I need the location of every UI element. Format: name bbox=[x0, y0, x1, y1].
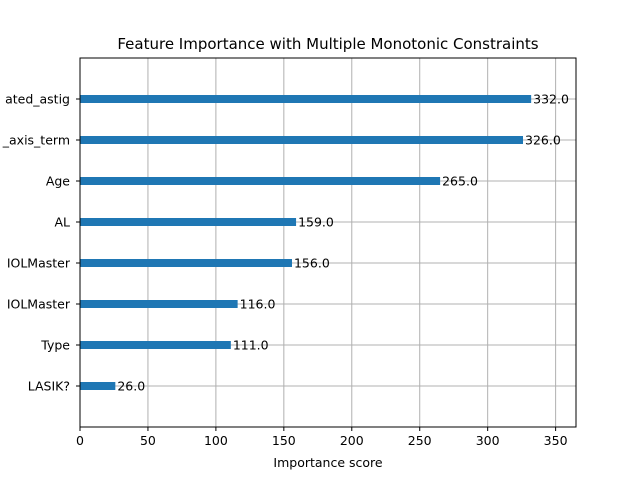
bar bbox=[80, 136, 524, 144]
bar-value-label: 159.0 bbox=[298, 215, 334, 230]
x-tick-label: 250 bbox=[408, 433, 432, 448]
y-tick-label: IOLMaster bbox=[7, 297, 71, 312]
y-tick-label: Age bbox=[46, 174, 70, 189]
y-axis-labels: ated_astig _axis_term Age AL IOLMaster IOLMas… bbox=[2, 92, 80, 394]
x-tick-label: 0 bbox=[76, 433, 84, 448]
bar-value-label: 111.0 bbox=[233, 338, 269, 353]
bar-value-label: 332.0 bbox=[533, 92, 569, 107]
y-tick-label: AL bbox=[54, 215, 70, 230]
y-tick-label: LASIK? bbox=[28, 379, 70, 394]
bar bbox=[80, 218, 297, 226]
bar bbox=[80, 177, 441, 185]
x-tick-label: 300 bbox=[476, 433, 500, 448]
y-tick-label: _axis_term bbox=[2, 133, 70, 148]
x-tick-label: 100 bbox=[204, 433, 228, 448]
bar bbox=[80, 341, 231, 349]
bars bbox=[80, 95, 532, 390]
y-tick-label: IOLMaster bbox=[7, 256, 71, 271]
x-tick-label: 150 bbox=[272, 433, 296, 448]
axes-frame bbox=[79, 57, 577, 428]
y-tick-label: Type bbox=[40, 338, 70, 353]
x-tick-label: 200 bbox=[340, 433, 364, 448]
x-tick-label: 50 bbox=[140, 433, 156, 448]
y-tick-label: ated_astig bbox=[5, 92, 70, 107]
bar-value-label: 326.0 bbox=[525, 133, 561, 148]
value-labels: 332.0 326.0 265.0 159.0 156.0 116.0 111.0 26.0 bbox=[117, 92, 569, 394]
bar-value-label: 116.0 bbox=[240, 297, 276, 312]
bar-value-label: 156.0 bbox=[294, 256, 330, 271]
bar bbox=[80, 300, 238, 308]
x-axis-ticks: 0 50 100 150 200 250 300 350 bbox=[76, 427, 568, 448]
bar bbox=[80, 259, 292, 267]
x-axis-label: Importance score bbox=[273, 455, 383, 470]
chart-title: Feature Importance with Multiple Monoton… bbox=[117, 35, 538, 53]
bar bbox=[80, 95, 532, 103]
x-tick-label: 350 bbox=[544, 433, 568, 448]
bar-value-label: 26.0 bbox=[117, 379, 145, 394]
bar-value-label: 265.0 bbox=[442, 174, 478, 189]
grid-lines bbox=[79, 58, 576, 427]
bar bbox=[80, 382, 116, 390]
